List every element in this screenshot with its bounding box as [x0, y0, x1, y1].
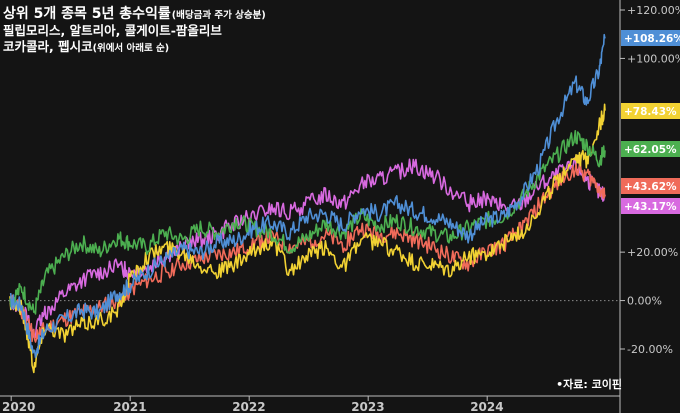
title-note: (배당금과 주가 상승분) — [172, 9, 266, 21]
end-badge — [621, 103, 680, 119]
chart-title: 상위 5개 종목 5년 총수익률(배당금과 주가 상승분) — [3, 5, 266, 22]
x-tick-label: 2021 — [113, 400, 146, 413]
subtitle-line2-wrapper: 코카콜라, 펩시코(위에서 아래로 순) — [3, 39, 169, 54]
x-tick-label: 2024 — [470, 400, 503, 413]
x-tick-label: 2023 — [351, 400, 384, 413]
header: 상위 5개 종목 5년 총수익률(배당금과 주가 상승분) 필립모리스, 알트리… — [3, 5, 266, 54]
y-tick-label: -20.00% — [627, 343, 673, 356]
tick-labels: +120.00% +100.00% +20.00% 0.00% -20.00% 2020 2… — [2, 4, 680, 413]
subtitle-note: (위에서 아래로 순) — [93, 42, 169, 54]
end-badge-label: +43.62% — [624, 181, 677, 193]
y-tick-label: 0.00% — [627, 295, 662, 308]
source-note: •자료: 코이핀 — [556, 377, 622, 391]
series-line — [9, 130, 606, 315]
series-line — [9, 103, 606, 374]
end-badge-label: +78.43% — [624, 106, 677, 118]
y-tick-label: +100.00% — [627, 52, 680, 65]
subtitle-line1: 필립모리스, 알트리아, 콜게이트-팜올리브 — [3, 23, 222, 38]
series-line — [9, 156, 606, 339]
end-badge-label: +108.26% — [624, 33, 680, 45]
series-line — [9, 33, 606, 359]
end-badge — [621, 198, 680, 214]
axes — [0, 0, 621, 413]
end-badge-label: +43.17% — [624, 201, 677, 213]
series-lines — [9, 33, 606, 374]
y-tick-label: +20.00% — [627, 246, 678, 259]
x-tick-label: 2022 — [232, 400, 265, 413]
end-badge-label: +62.05% — [624, 144, 677, 156]
title-main: 상위 5개 종목 5년 총수익률 — [3, 5, 171, 22]
end-badge — [621, 178, 680, 194]
subtitle-line2: 코카콜라, 펩시코 — [3, 39, 93, 54]
end-badge — [621, 141, 680, 157]
x-tick-label: 2020 — [2, 400, 35, 413]
end-badge — [621, 30, 680, 46]
y-tick-label: +120.00% — [627, 4, 680, 17]
end-value-badges: +108.26% +78.43% +62.05% +43.62% +43.17% — [621, 30, 680, 214]
